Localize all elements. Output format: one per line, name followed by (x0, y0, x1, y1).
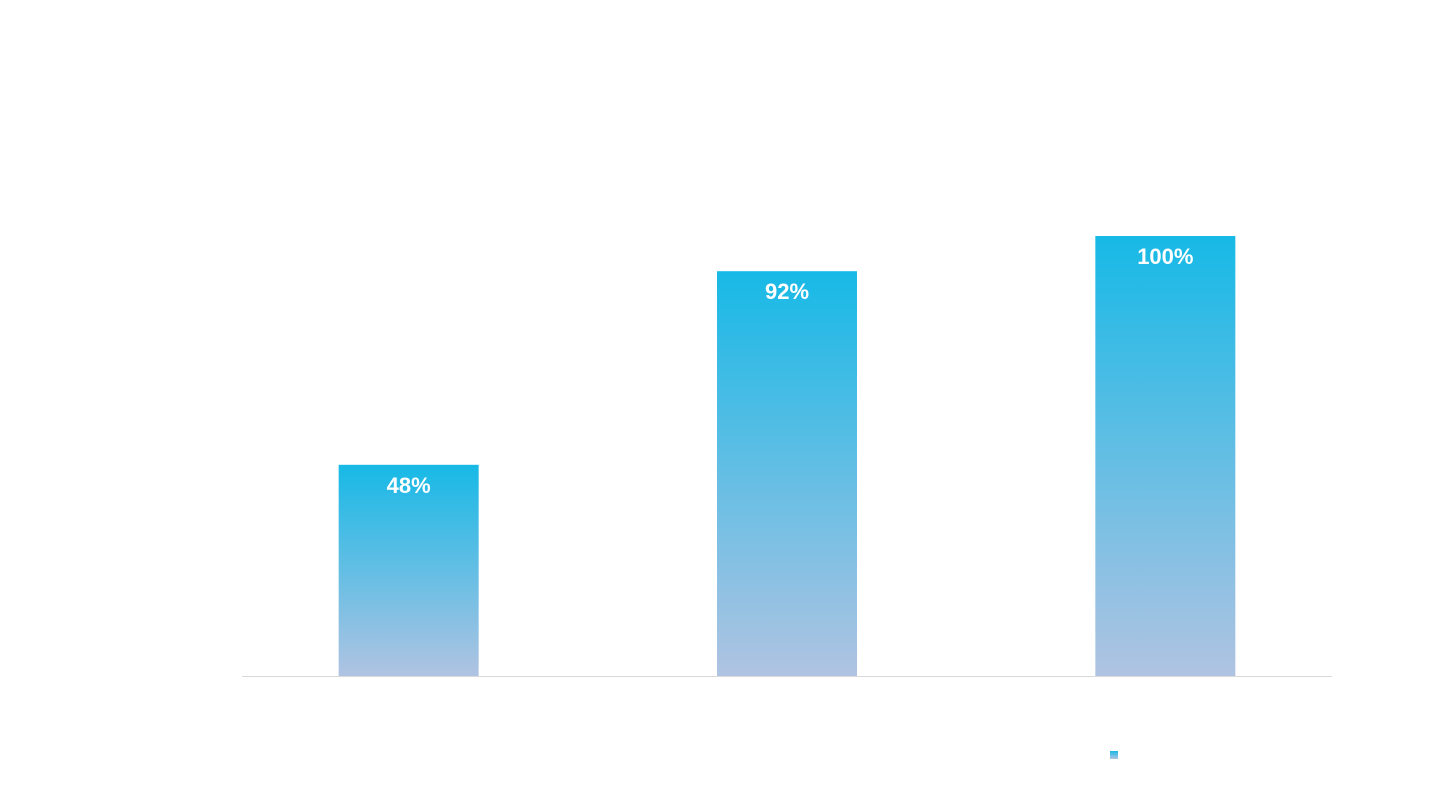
bar (717, 271, 857, 676)
bar (338, 464, 479, 676)
data-label: 92% (765, 279, 809, 304)
data-label: 100% (1137, 244, 1193, 269)
bar (1095, 236, 1236, 676)
data-label: 48% (387, 473, 431, 498)
legend-marker (1110, 751, 1118, 759)
